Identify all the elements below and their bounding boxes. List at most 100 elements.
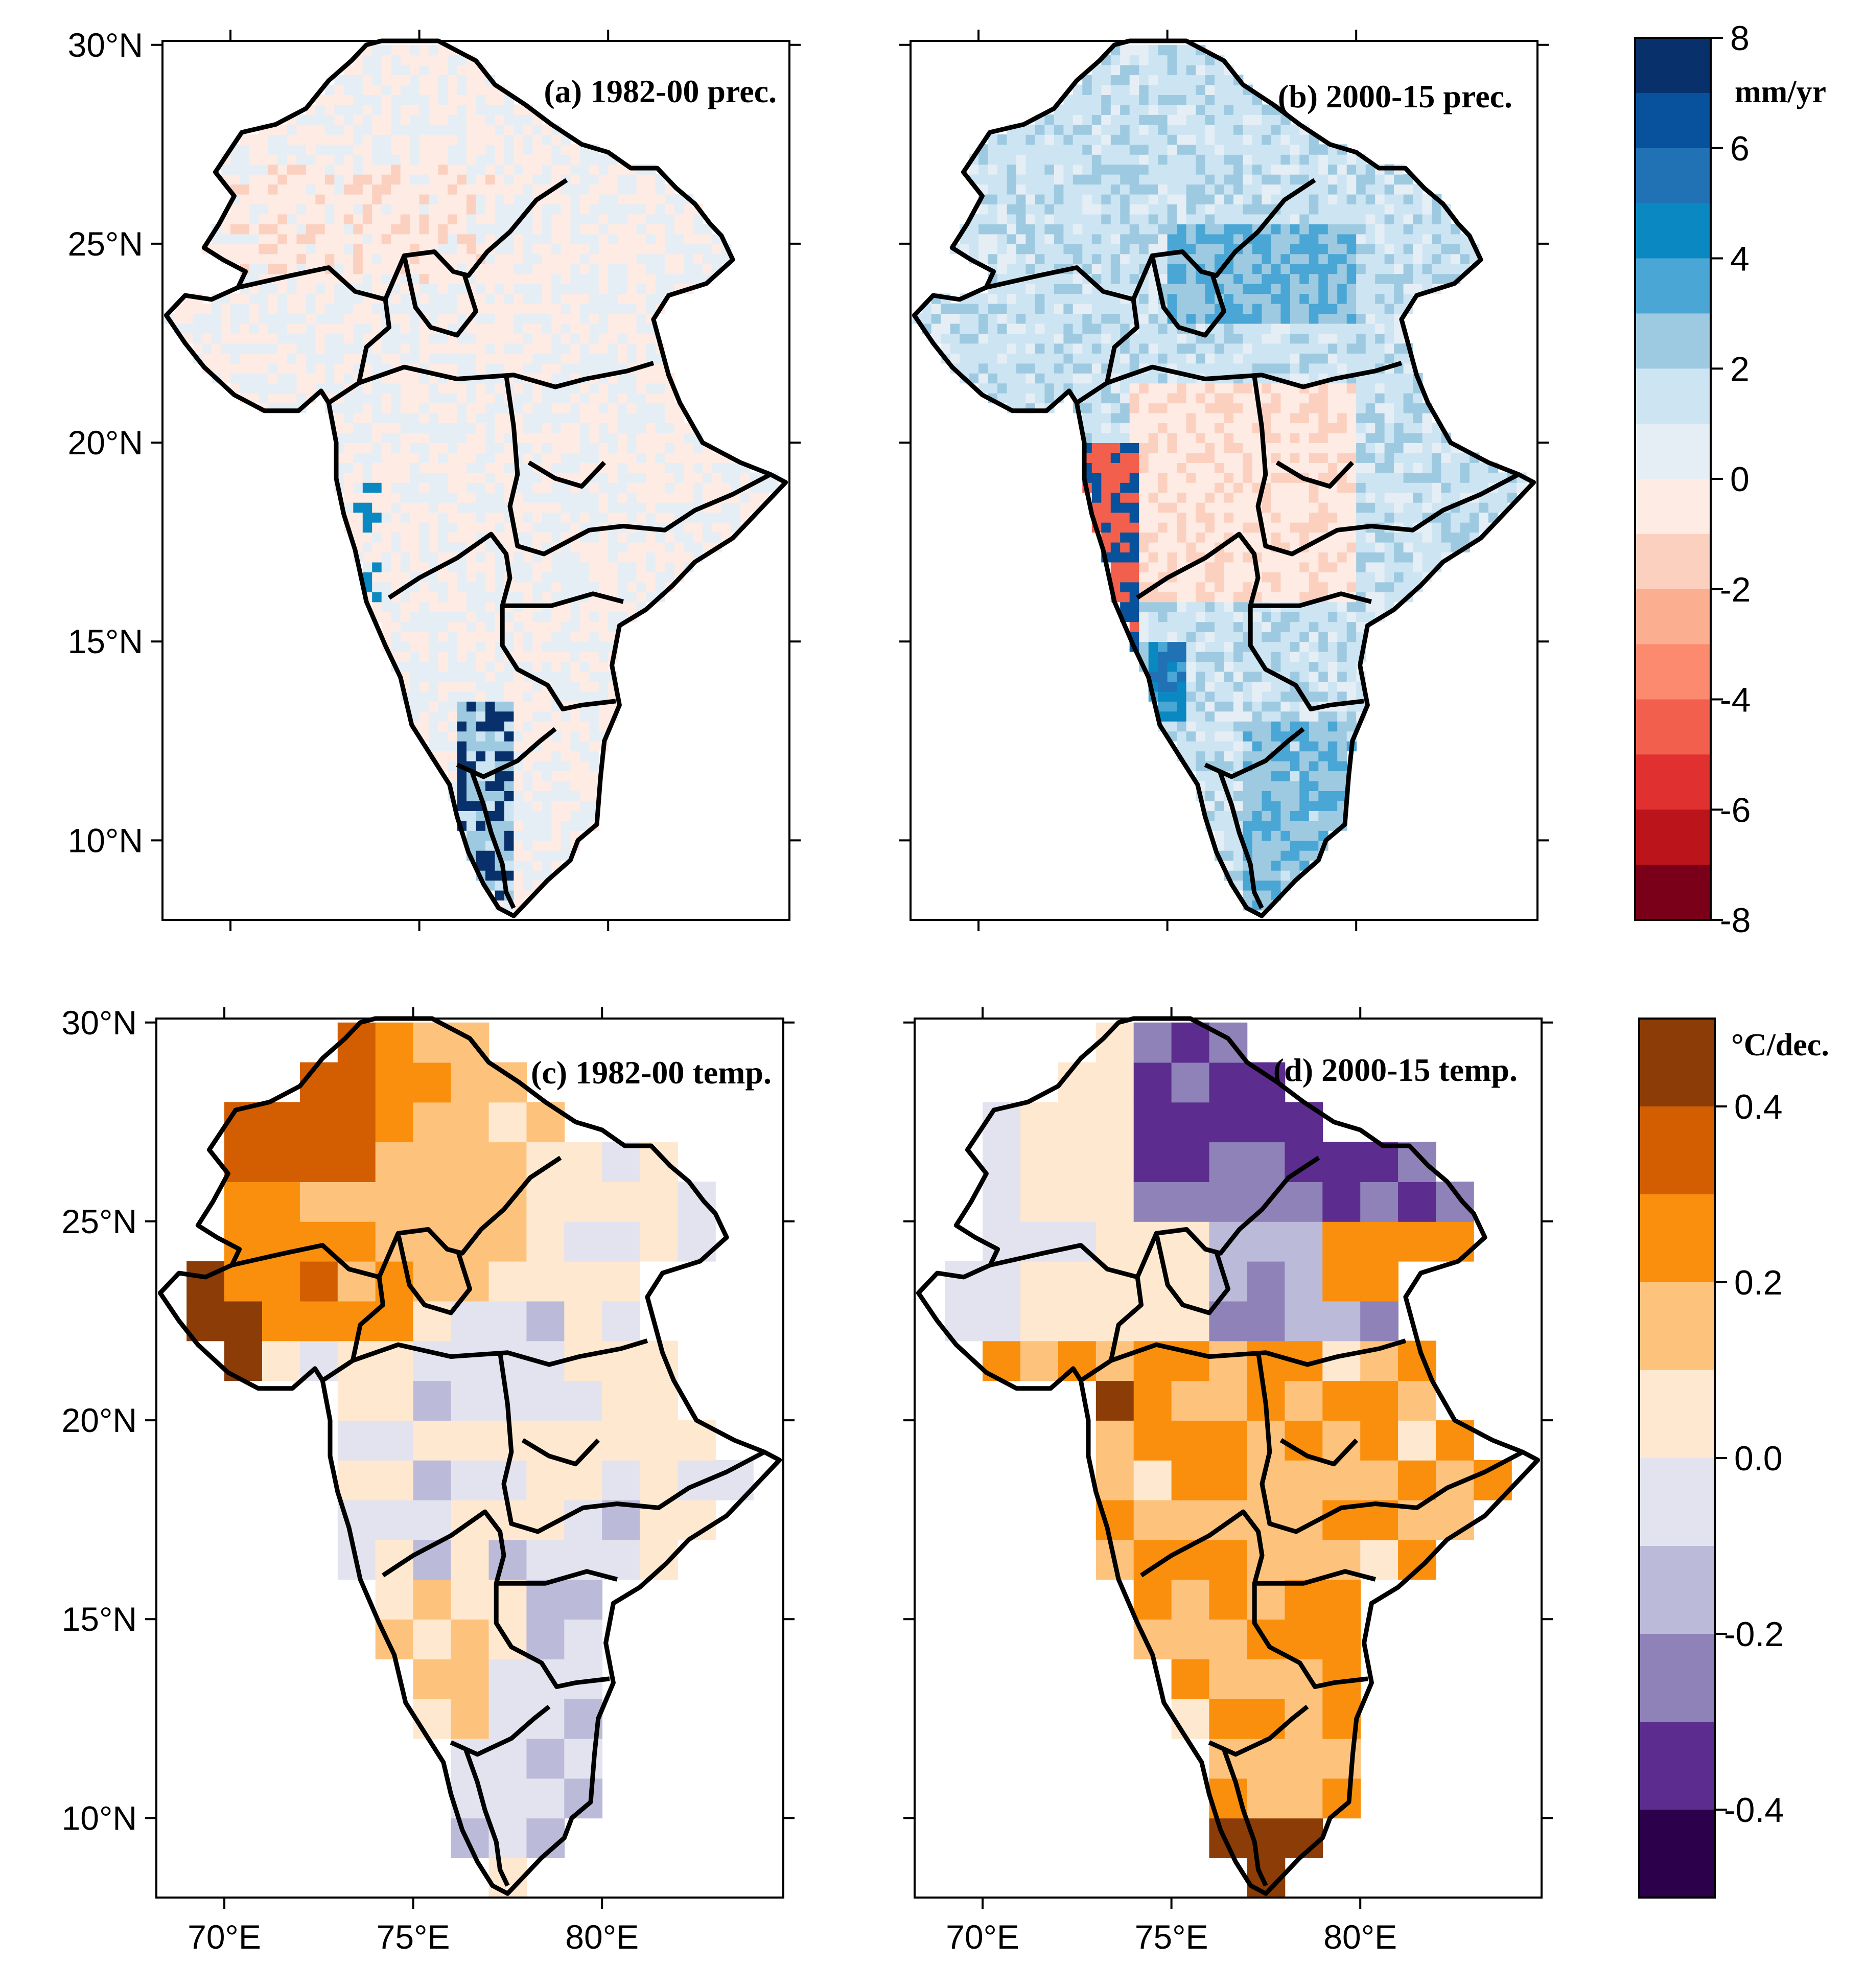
map-cell	[1299, 492, 1310, 503]
map-cell	[1091, 463, 1102, 473]
map-cell	[1082, 423, 1092, 433]
map-cell	[1120, 542, 1130, 552]
map-cell	[997, 363, 1008, 374]
map-cell	[997, 154, 1008, 165]
map-cell	[306, 134, 316, 145]
map-cell	[1309, 313, 1319, 324]
map-cell	[277, 144, 288, 155]
map-cell	[570, 333, 580, 344]
map-cell	[1215, 432, 1225, 443]
map-cell	[438, 472, 448, 483]
map-cell	[1007, 214, 1017, 224]
map-cell	[495, 333, 505, 344]
map-cell	[400, 641, 411, 652]
map-cell	[1186, 75, 1196, 85]
map-cell	[1177, 432, 1187, 443]
map-cell	[315, 353, 325, 364]
map-cell	[202, 353, 212, 364]
map-cell	[381, 512, 392, 523]
map-cell	[1309, 234, 1319, 244]
map-cell	[1290, 443, 1300, 453]
map-cell	[551, 243, 562, 255]
map-cell	[419, 104, 429, 115]
map-cell	[495, 224, 505, 235]
map-cell	[598, 502, 609, 513]
map-cell	[438, 293, 448, 304]
map-cell	[627, 552, 637, 563]
map-cell	[467, 701, 477, 712]
map-cell	[1158, 194, 1168, 204]
map-cell	[448, 532, 458, 543]
map-cell	[362, 204, 373, 215]
map-cell	[410, 204, 420, 215]
map-cell	[1158, 84, 1168, 95]
map-cell	[1177, 472, 1187, 483]
map-cell	[467, 144, 477, 155]
map-cell	[1309, 641, 1319, 652]
map-cell	[504, 214, 515, 224]
map-cell	[1196, 711, 1206, 722]
map-cell	[1205, 582, 1215, 592]
map-cell	[343, 154, 354, 165]
map-cell	[1262, 144, 1272, 155]
map-cell	[969, 234, 979, 244]
map-cell	[1186, 711, 1196, 722]
map-cell	[579, 263, 590, 274]
map-cell	[1262, 830, 1272, 841]
map-cell	[1016, 293, 1027, 304]
map-cell	[542, 791, 552, 801]
map-cell	[514, 273, 524, 284]
map-cell	[693, 542, 703, 552]
map-cell	[1243, 463, 1253, 473]
map-cell	[1196, 75, 1206, 85]
map-cell	[523, 771, 533, 781]
map-cell	[950, 323, 960, 334]
map-cell	[514, 194, 524, 204]
map-cell	[1290, 621, 1300, 632]
map-cell	[372, 313, 382, 324]
map-cell	[1082, 124, 1092, 135]
map-cell	[1073, 343, 1083, 354]
map-cell	[514, 780, 524, 791]
map-cell	[997, 224, 1008, 235]
map-cell	[646, 591, 656, 603]
map-cell	[1243, 253, 1253, 264]
map-cell	[1148, 661, 1159, 672]
map-cell	[1215, 532, 1225, 543]
map-cell	[561, 154, 571, 165]
map-cell	[1139, 443, 1149, 453]
map-cell	[353, 303, 363, 314]
map-cell	[1233, 154, 1244, 165]
map-cell	[296, 174, 307, 185]
map-cell	[1139, 562, 1149, 572]
map-cell	[1063, 323, 1074, 334]
map-cell	[230, 164, 241, 175]
map-cell	[617, 323, 628, 334]
map-cell	[193, 343, 203, 354]
map-cell	[579, 721, 590, 732]
map-cell	[1091, 75, 1102, 85]
map-cell	[1196, 134, 1206, 145]
map-cell	[514, 791, 524, 801]
map-cell	[438, 114, 448, 125]
map-cell	[674, 263, 684, 274]
map-cell	[551, 333, 562, 344]
map-cell	[391, 243, 401, 255]
map-cell	[1177, 651, 1187, 662]
map-cell	[1044, 234, 1055, 244]
map-cell	[372, 591, 382, 603]
map-cell	[514, 820, 524, 831]
map-cell	[636, 253, 646, 264]
map-cell	[1129, 582, 1140, 592]
map-cell	[1280, 721, 1291, 732]
map-cell	[997, 392, 1008, 404]
map-cell	[617, 611, 628, 622]
map-cell	[381, 443, 392, 453]
map-cell	[448, 721, 458, 732]
map-cell	[978, 234, 989, 244]
map-cell	[334, 323, 344, 334]
map-cell	[570, 154, 580, 165]
map-cell	[438, 572, 448, 583]
map-cell	[514, 811, 524, 821]
map-cell	[1177, 731, 1187, 742]
